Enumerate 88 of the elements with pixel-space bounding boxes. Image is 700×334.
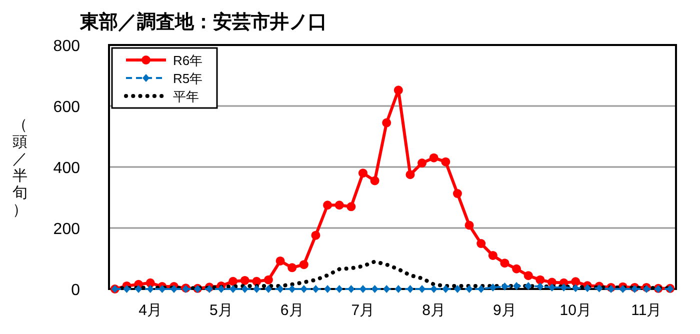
- x-tick-label: 6月: [280, 302, 304, 319]
- legend-label: 平年: [173, 89, 199, 104]
- point: [524, 282, 532, 290]
- point: [334, 200, 344, 210]
- point: [429, 153, 438, 162]
- x-tick-label: 8月: [422, 302, 446, 319]
- point: [596, 284, 603, 292]
- point: [631, 285, 638, 293]
- point: [264, 285, 272, 293]
- point: [300, 285, 308, 293]
- point: [230, 285, 237, 293]
- point: [336, 285, 343, 293]
- point: [464, 220, 474, 230]
- point: [348, 285, 355, 293]
- point: [394, 285, 402, 293]
- point: [512, 264, 522, 274]
- point: [346, 202, 356, 212]
- point: [560, 283, 568, 292]
- x-tick-label: 11月: [631, 302, 662, 319]
- point: [311, 230, 320, 240]
- point: [478, 285, 485, 293]
- point: [619, 285, 626, 293]
- point: [323, 200, 332, 210]
- x-tick-label: 10月: [560, 302, 592, 319]
- point: [454, 285, 461, 293]
- y-tick-label: 0: [71, 282, 80, 299]
- point: [524, 271, 533, 280]
- point: [170, 285, 178, 293]
- point: [572, 284, 580, 292]
- point: [500, 258, 510, 268]
- point: [466, 285, 473, 293]
- legend-label: R6年: [173, 53, 203, 68]
- point: [288, 263, 297, 272]
- point: [452, 189, 462, 198]
- point: [430, 285, 438, 293]
- point: [571, 277, 580, 286]
- point: [371, 285, 378, 293]
- point: [406, 170, 415, 180]
- x-tick-label: 7月: [351, 302, 375, 319]
- point: [489, 283, 496, 292]
- legend-label: R5年: [173, 71, 203, 86]
- point: [536, 282, 544, 291]
- point: [536, 275, 545, 284]
- point: [228, 276, 238, 286]
- point: [123, 285, 130, 293]
- point: [135, 285, 142, 293]
- point: [418, 158, 427, 168]
- point: [299, 260, 308, 270]
- point: [240, 276, 250, 285]
- point: [206, 285, 213, 293]
- chart-title: 東部／調査地：安芸市井ノ口: [79, 11, 327, 33]
- y-tick-label: 400: [53, 160, 80, 177]
- point: [501, 282, 508, 291]
- point: [241, 285, 248, 293]
- point: [358, 168, 368, 178]
- point: [382, 118, 392, 128]
- point: [218, 285, 225, 293]
- point: [359, 285, 366, 293]
- y-tick-label: 800: [53, 38, 80, 55]
- x-tick-label: 9月: [493, 302, 516, 319]
- point: [158, 285, 166, 293]
- point: [513, 282, 520, 290]
- point: [488, 250, 498, 260]
- point: [312, 285, 320, 293]
- point: [394, 86, 403, 95]
- point: [276, 285, 284, 293]
- y-axis-title: （頭／半旬）: [12, 116, 28, 218]
- point: [442, 285, 450, 293]
- point: [288, 285, 296, 293]
- point: [608, 285, 615, 293]
- point: [476, 239, 486, 248]
- point: [584, 284, 591, 292]
- point: [324, 285, 332, 293]
- point: [253, 285, 260, 293]
- point: [441, 157, 450, 166]
- x-tick-label: 5月: [210, 302, 233, 319]
- point: [406, 285, 414, 293]
- y-tick-label: 600: [53, 99, 80, 116]
- x-tick-label: 4月: [138, 302, 162, 319]
- point: [383, 285, 390, 293]
- point: [276, 256, 285, 266]
- point: [146, 285, 154, 293]
- y-tick-label: 200: [53, 221, 80, 238]
- point: [642, 285, 650, 293]
- point: [548, 283, 556, 292]
- point: [418, 285, 426, 293]
- point: [264, 275, 273, 284]
- point: [370, 176, 380, 186]
